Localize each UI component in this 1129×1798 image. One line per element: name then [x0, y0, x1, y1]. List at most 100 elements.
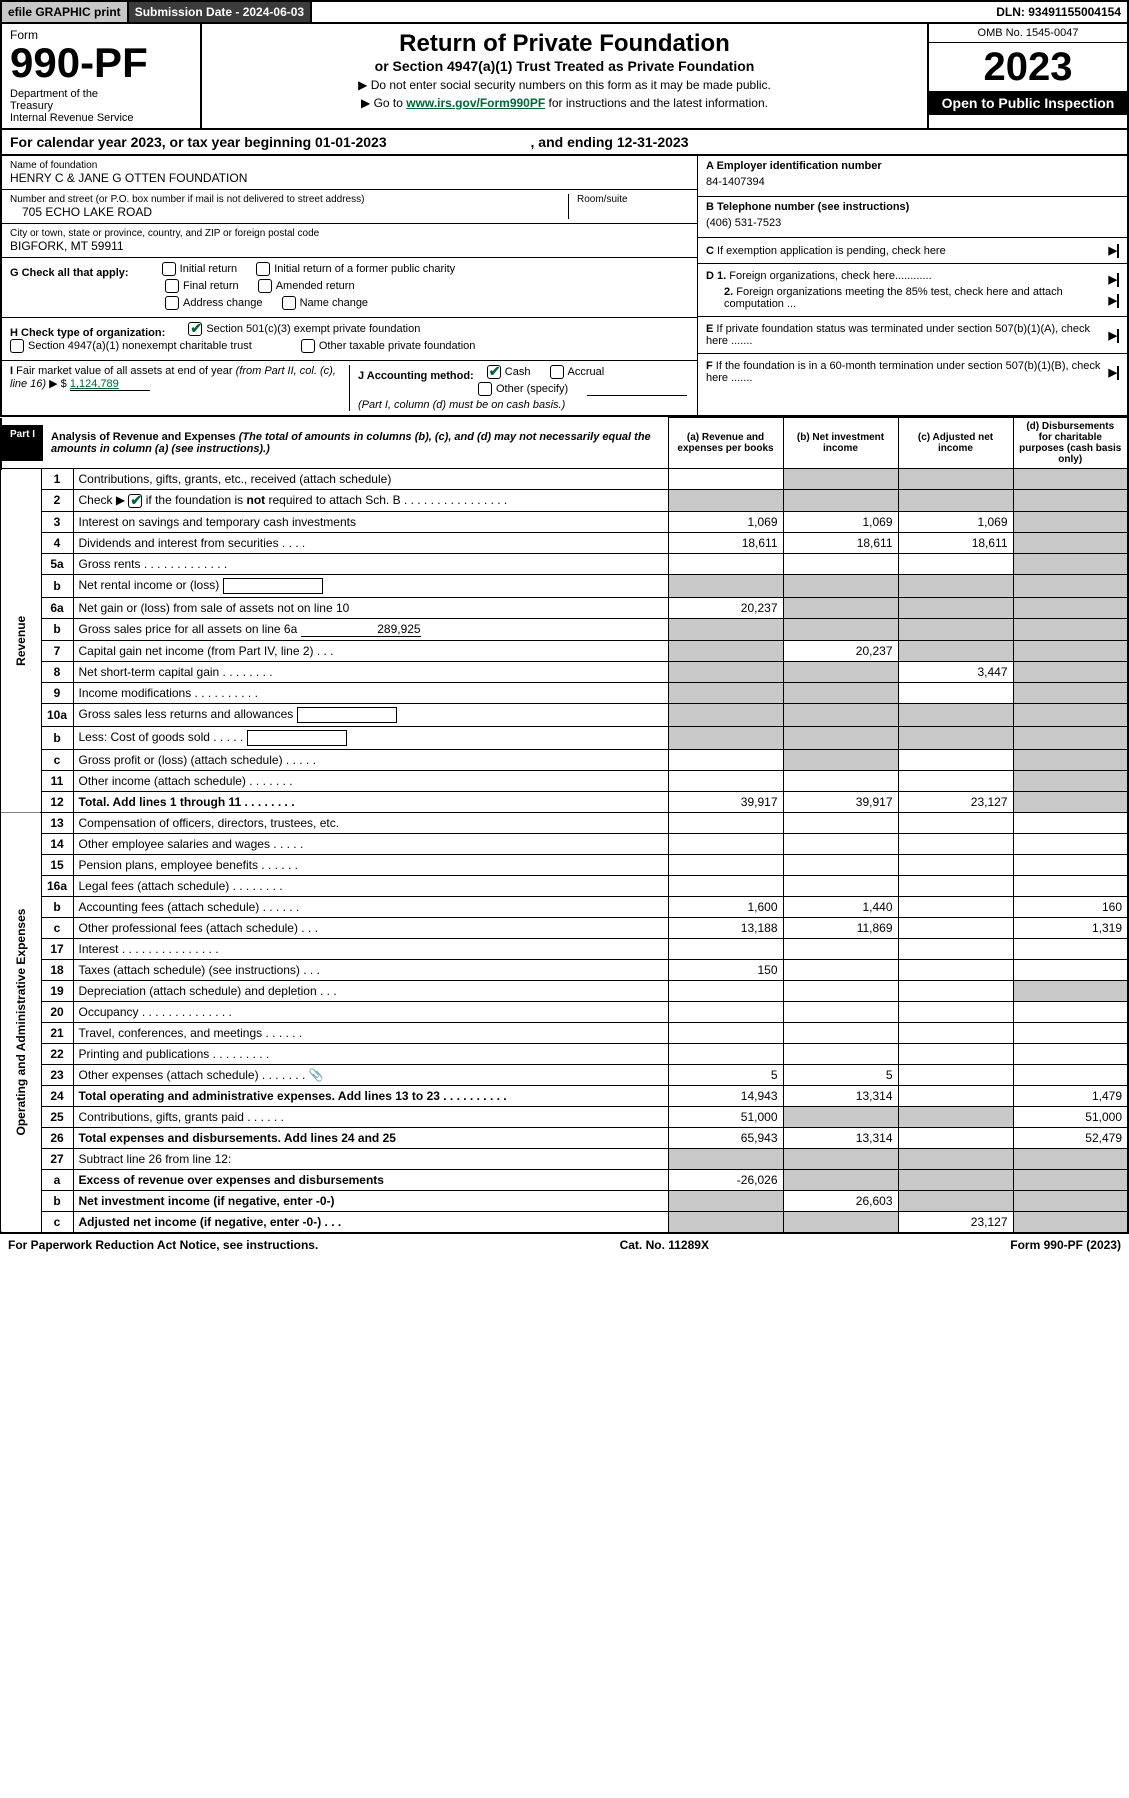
- attachment-icon[interactable]: 📎: [309, 1068, 324, 1082]
- line-label: Taxes (attach schedule) (see instruction…: [73, 959, 668, 980]
- line-label: Interest . . . . . . . . . . . . . . .: [73, 938, 668, 959]
- part1-table: Part I Analysis of Revenue and Expenses …: [0, 417, 1129, 1234]
- ein-label: A Employer identification number: [706, 160, 1119, 172]
- chk-f[interactable]: [1117, 366, 1119, 380]
- chk-e[interactable]: [1117, 329, 1119, 343]
- line-number: c: [41, 749, 73, 770]
- table-row: 8Net short-term capital gain . . . . . .…: [1, 661, 1128, 682]
- side-label-expenses: Operating and Administrative Expenses: [1, 812, 41, 1233]
- chk-name-change[interactable]: [282, 296, 296, 310]
- f-label: If the foundation is in a 60-month termi…: [706, 360, 1100, 384]
- line-number: b: [41, 896, 73, 917]
- table-row: 12Total. Add lines 1 through 11 . . . . …: [1, 791, 1128, 812]
- line-label: Other professional fees (attach schedule…: [73, 917, 668, 938]
- j-note: (Part I, column (d) must be on cash basi…: [358, 399, 565, 411]
- table-row: cGross profit or (loss) (attach schedule…: [1, 749, 1128, 770]
- line-label: Check ▶ if the foundation is not require…: [73, 490, 668, 512]
- top-bar: efile GRAPHIC print Submission Date - 20…: [0, 0, 1129, 24]
- dln-label: DLN: 93491155004154: [990, 2, 1127, 22]
- instr-1: ▶ Do not enter social security numbers o…: [222, 78, 907, 92]
- line-label: Income modifications . . . . . . . . . .: [73, 682, 668, 703]
- line-number: 26: [41, 1127, 73, 1148]
- table-row: 22Printing and publications . . . . . . …: [1, 1043, 1128, 1064]
- footer: For Paperwork Reduction Act Notice, see …: [0, 1234, 1129, 1256]
- form-header: Form 990-PF Department of theTreasuryInt…: [0, 24, 1129, 130]
- line-label: Gross rents . . . . . . . . . . . . .: [73, 553, 668, 574]
- line-number: 13: [41, 812, 73, 833]
- info-grid: Name of foundation HENRY C & JANE G OTTE…: [0, 156, 1129, 417]
- omb-number: OMB No. 1545-0047: [929, 24, 1127, 43]
- line-label: Less: Cost of goods sold . . . . .: [73, 726, 668, 749]
- line-label: Contributions, gifts, grants paid . . . …: [73, 1106, 668, 1127]
- line-number: b: [41, 1190, 73, 1211]
- line-label: Compensation of officers, directors, tru…: [73, 812, 668, 833]
- chk-4947[interactable]: [10, 339, 24, 353]
- side-label-revenue: Revenue: [1, 469, 41, 813]
- line-number: 12: [41, 791, 73, 812]
- line-label: Other employee salaries and wages . . . …: [73, 833, 668, 854]
- chk-initial-former[interactable]: [256, 262, 270, 276]
- line-number: 21: [41, 1022, 73, 1043]
- chk-accrual[interactable]: [550, 365, 564, 379]
- line-label: Net rental income or (loss): [73, 574, 668, 597]
- table-row: 14Other employee salaries and wages . . …: [1, 833, 1128, 854]
- table-row: cAdjusted net income (if negative, enter…: [1, 1211, 1128, 1233]
- line-number: 25: [41, 1106, 73, 1127]
- line-label: Adjusted net income (if negative, enter …: [73, 1211, 668, 1233]
- line-number: 10a: [41, 703, 73, 726]
- line-label: Legal fees (attach schedule) . . . . . .…: [73, 875, 668, 896]
- address: 705 ECHO LAKE ROAD: [10, 205, 560, 219]
- chk-other-taxable[interactable]: [301, 339, 315, 353]
- line-number: 17: [41, 938, 73, 959]
- fmv-link[interactable]: 1,124,789: [70, 378, 150, 391]
- table-row: 15Pension plans, employee benefits . . .…: [1, 854, 1128, 875]
- table-row: 16aLegal fees (attach schedule) . . . . …: [1, 875, 1128, 896]
- line-label: Contributions, gifts, grants, etc., rece…: [73, 469, 668, 490]
- line-label: Dividends and interest from securities .…: [73, 532, 668, 553]
- line-number: 24: [41, 1085, 73, 1106]
- line-label: Other income (attach schedule) . . . . .…: [73, 770, 668, 791]
- line-label: Pension plans, employee benefits . . . .…: [73, 854, 668, 875]
- room-label: Room/suite: [577, 194, 689, 205]
- chk-sch-b[interactable]: [128, 494, 142, 508]
- line-label: Net short-term capital gain . . . . . . …: [73, 661, 668, 682]
- table-row: 25Contributions, gifts, grants paid . . …: [1, 1106, 1128, 1127]
- part1-title: Analysis of Revenue and Expenses: [51, 431, 236, 443]
- chk-cash[interactable]: [487, 365, 501, 379]
- chk-d1[interactable]: [1117, 273, 1119, 287]
- irs-link[interactable]: www.irs.gov/Form990PF: [406, 96, 545, 110]
- table-row: cOther professional fees (attach schedul…: [1, 917, 1128, 938]
- line-number: b: [41, 574, 73, 597]
- line-label: Interest on savings and temporary cash i…: [73, 511, 668, 532]
- chk-501c3[interactable]: [188, 322, 202, 336]
- line-number: 15: [41, 854, 73, 875]
- e-label: If private foundation status was termina…: [706, 323, 1090, 347]
- chk-d2[interactable]: [1117, 294, 1119, 308]
- table-row: 27Subtract line 26 from line 12:: [1, 1148, 1128, 1169]
- table-row: 10aGross sales less returns and allowanc…: [1, 703, 1128, 726]
- line-label: Other expenses (attach schedule) . . . .…: [73, 1064, 668, 1085]
- line-number: 2: [41, 490, 73, 512]
- line-number: 14: [41, 833, 73, 854]
- table-row: 9Income modifications . . . . . . . . . …: [1, 682, 1128, 703]
- name-label: Name of foundation: [10, 160, 689, 171]
- footer-left: For Paperwork Reduction Act Notice, see …: [8, 1238, 318, 1252]
- chk-addr-change[interactable]: [165, 296, 179, 310]
- line-label: Total operating and administrative expen…: [73, 1085, 668, 1106]
- table-row: bNet investment income (if negative, ent…: [1, 1190, 1128, 1211]
- chk-amended[interactable]: [258, 279, 272, 293]
- line-number: 16a: [41, 875, 73, 896]
- chk-c[interactable]: [1117, 244, 1119, 258]
- h-label: H Check type of organization:: [10, 327, 165, 339]
- tax-year: 2023: [929, 43, 1127, 91]
- line-number: 20: [41, 1001, 73, 1022]
- chk-final[interactable]: [165, 279, 179, 293]
- phone-value: (406) 531-7523: [706, 213, 1119, 233]
- line-label: Gross sales price for all assets on line…: [73, 618, 668, 640]
- line-number: c: [41, 1211, 73, 1233]
- c-label: If exemption application is pending, che…: [717, 245, 946, 257]
- table-row: 17Interest . . . . . . . . . . . . . . .: [1, 938, 1128, 959]
- j-label: J Accounting method:: [358, 370, 474, 382]
- chk-other-method[interactable]: [478, 382, 492, 396]
- chk-initial[interactable]: [162, 262, 176, 276]
